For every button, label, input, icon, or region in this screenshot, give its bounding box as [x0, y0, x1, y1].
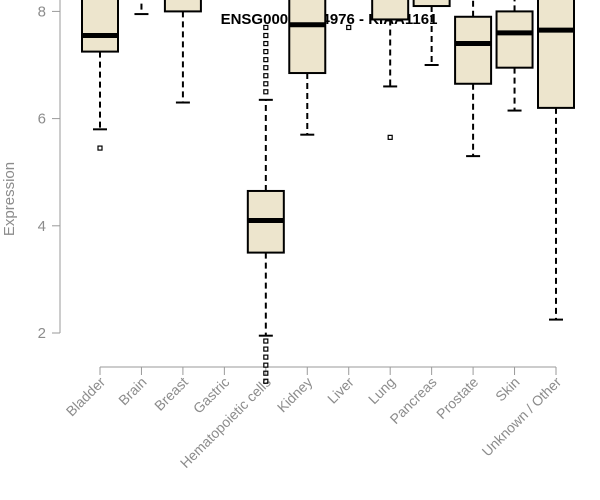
outlier-point [346, 24, 352, 31]
x-tick-label: Brain [115, 374, 149, 408]
x-tick-label: Breast [151, 374, 191, 414]
outlier-point [263, 354, 269, 360]
box-group-lung [371, 0, 410, 140]
box-group-skin [495, 0, 534, 112]
iqr-box [537, 0, 575, 109]
box-group-pancreas [412, 0, 451, 66]
plot-area [81, 0, 575, 384]
outlier-point [263, 48, 269, 55]
box-group-hematopoietic-cells [246, 24, 285, 384]
box-group-unknown-other [537, 0, 575, 321]
outlier-point [387, 134, 393, 140]
box-group-prostate [454, 0, 493, 158]
y-tick-label: 8 [38, 3, 46, 20]
iqr-box [371, 0, 410, 21]
x-tick-label: Kidney [274, 374, 316, 416]
iqr-box [412, 0, 451, 8]
iqr-box [81, 0, 119, 53]
x-tick-label: Lung [365, 374, 398, 407]
box-group-bladder [81, 0, 119, 151]
outlier-point [263, 370, 269, 376]
y-axis-label: Expression [1, 162, 18, 236]
iqr-box [288, 0, 327, 75]
y-tick-label: 6 [38, 111, 46, 128]
outlier-point [263, 89, 269, 95]
outlier-point [263, 57, 269, 63]
box-group-breast [163, 0, 202, 104]
outlier-point [263, 32, 269, 39]
outlier-point [263, 346, 269, 352]
x-tick-label: Skin [492, 374, 523, 405]
outlier-point [263, 24, 269, 31]
iqr-box [454, 15, 493, 85]
iqr-box [495, 10, 534, 69]
y-axis: 24681012 [38, 0, 61, 342]
box-group-liver [346, 24, 352, 31]
outlier-point [263, 81, 269, 87]
x-tick-label: Liver [324, 374, 357, 407]
x-tick-label: Prostate [433, 374, 481, 422]
outlier-point [263, 65, 269, 71]
outlier-point [263, 73, 269, 79]
x-tick-label: Bladder [63, 374, 109, 420]
x-tick-label: Unknown / Other [479, 374, 565, 460]
box-group-kidney [288, 0, 327, 136]
y-tick-label: 4 [38, 218, 46, 235]
outlier-point [263, 362, 269, 368]
outlier-point [263, 40, 269, 47]
outlier-point [263, 378, 269, 384]
outlier-point [97, 145, 103, 151]
box-group-brain [134, 0, 149, 16]
outlier-point [263, 338, 269, 344]
iqr-box [163, 0, 202, 13]
y-tick-label: 2 [38, 325, 46, 342]
